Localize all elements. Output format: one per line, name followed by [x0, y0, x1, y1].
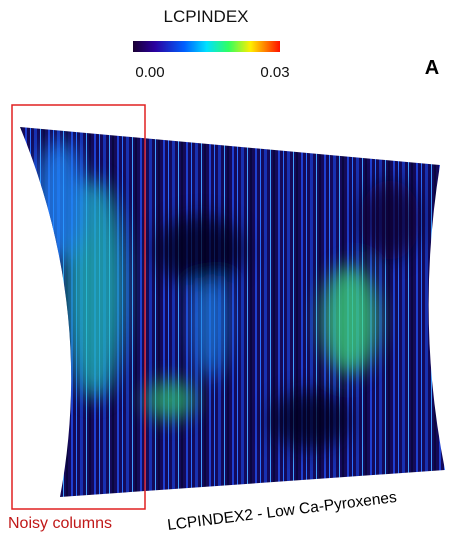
figure: LCPINDEX 0.00 0.03 A Noisy columns LCPIND…	[0, 0, 462, 540]
page: LCPINDEX 0.00 0.03 A Noisy columns LCPIND…	[0, 0, 462, 540]
colorbar-tick-label: 0.00	[135, 64, 164, 81]
colorbar-title: LCPINDEX	[163, 7, 248, 26]
index-map	[0, 100, 462, 520]
colorbar-ticks: 0.00 0.03	[135, 64, 289, 81]
panel-label: A	[425, 57, 439, 79]
colorbar	[133, 41, 280, 52]
caption: LCPINDEX2 - Low Ca-Pyroxenes	[166, 489, 397, 534]
colorbar-tick-label: 0.03	[260, 64, 289, 81]
annotation: Noisy columns	[8, 515, 112, 532]
